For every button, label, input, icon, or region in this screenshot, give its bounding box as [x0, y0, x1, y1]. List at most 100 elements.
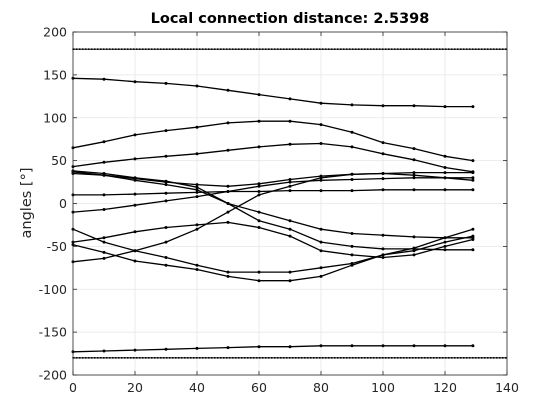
- data-point: [443, 105, 447, 109]
- data-point: [102, 193, 106, 197]
- data-point: [226, 346, 230, 350]
- data-point: [102, 77, 106, 81]
- data-point: [257, 226, 261, 229]
- data-point: [195, 195, 199, 199]
- data-point: [257, 270, 261, 274]
- data-point: [381, 247, 385, 251]
- data-point: [164, 81, 168, 85]
- y-tick-labels: -200 -150 -100 -50 0 50 100 150 200: [39, 25, 67, 383]
- data-point: [288, 142, 292, 146]
- series-12: [71, 227, 475, 274]
- data-point: [319, 274, 323, 278]
- data-point: [443, 154, 447, 158]
- data-point: [381, 177, 385, 181]
- data-point: [319, 176, 323, 180]
- data-point: [412, 104, 416, 108]
- data-point: [319, 189, 323, 193]
- data-point: [443, 240, 447, 244]
- data-point: [350, 262, 354, 265]
- data-point: [195, 263, 199, 267]
- data-point: [195, 84, 199, 88]
- series-line: [72, 172, 473, 263]
- data-point: [381, 253, 385, 257]
- data-point: [319, 178, 323, 182]
- data-point: [195, 125, 199, 129]
- data-point: [133, 192, 137, 196]
- data-point: [195, 190, 199, 194]
- data-point: [257, 345, 261, 349]
- data-point: [195, 183, 199, 187]
- data-point: [443, 166, 447, 169]
- data-point: [226, 88, 230, 92]
- data-point: [288, 345, 292, 349]
- data-point: [257, 193, 261, 197]
- data-point: [381, 233, 385, 237]
- data-point: [257, 93, 261, 97]
- series-line: [72, 171, 473, 239]
- data-point: [471, 248, 475, 252]
- y-tick-label: 50: [51, 153, 67, 168]
- data-point: [319, 240, 323, 244]
- series-line: [72, 221, 474, 259]
- data-point: [471, 234, 475, 238]
- series-line: [72, 171, 473, 187]
- x-tick-label: 20: [127, 380, 143, 395]
- data-point: [319, 344, 323, 348]
- data-point: [381, 256, 385, 259]
- data-point: [226, 148, 230, 152]
- data-point: [471, 227, 475, 231]
- data-point: [133, 249, 137, 253]
- data-point: [288, 119, 292, 123]
- data-point: [226, 190, 230, 193]
- data-point: [226, 220, 230, 224]
- data-point: [412, 344, 416, 348]
- data-point: [133, 176, 137, 180]
- data-point: [471, 176, 475, 180]
- data-point: [412, 176, 416, 180]
- series-line: [72, 345, 473, 353]
- data-point: [443, 244, 447, 248]
- x-tick-label: 120: [433, 380, 457, 395]
- series-2: [71, 119, 475, 163]
- data-point: [471, 188, 475, 192]
- data-point: [381, 188, 385, 192]
- series-10: [71, 234, 475, 283]
- series-line: [72, 77, 473, 108]
- data-point: [288, 178, 292, 181]
- y-tick-label: -50: [47, 239, 67, 254]
- data-point: [288, 97, 292, 101]
- y-axis-label: angles [°]: [19, 168, 35, 239]
- data-point: [133, 203, 137, 207]
- data-point: [381, 104, 385, 108]
- series-line: [72, 235, 474, 282]
- data-point: [195, 188, 199, 192]
- y-tick-label: 200: [43, 25, 67, 40]
- data-point: [164, 154, 168, 158]
- data-point: [288, 270, 292, 274]
- data-point: [226, 202, 230, 205]
- data-point: [381, 172, 385, 175]
- data-point: [102, 236, 106, 240]
- tick-marks: [72, 31, 508, 376]
- data-point: [443, 344, 447, 348]
- data-point: [412, 171, 416, 175]
- data-point: [133, 80, 137, 84]
- data-point: [443, 248, 447, 252]
- data-point: [381, 344, 385, 348]
- data-point: [164, 240, 168, 244]
- data-point: [412, 253, 416, 257]
- data-point: [412, 188, 416, 192]
- reference-lines: [72, 48, 508, 359]
- data-point: [350, 172, 354, 176]
- data-point: [164, 183, 168, 187]
- data-point: [412, 147, 416, 151]
- data-point: [195, 268, 199, 271]
- series-line: [72, 120, 473, 162]
- data-point: [102, 349, 106, 353]
- data-point: [226, 184, 230, 188]
- data-point: [102, 240, 106, 244]
- data-point: [195, 152, 199, 156]
- data-point: [257, 182, 261, 186]
- data-point: [195, 185, 199, 189]
